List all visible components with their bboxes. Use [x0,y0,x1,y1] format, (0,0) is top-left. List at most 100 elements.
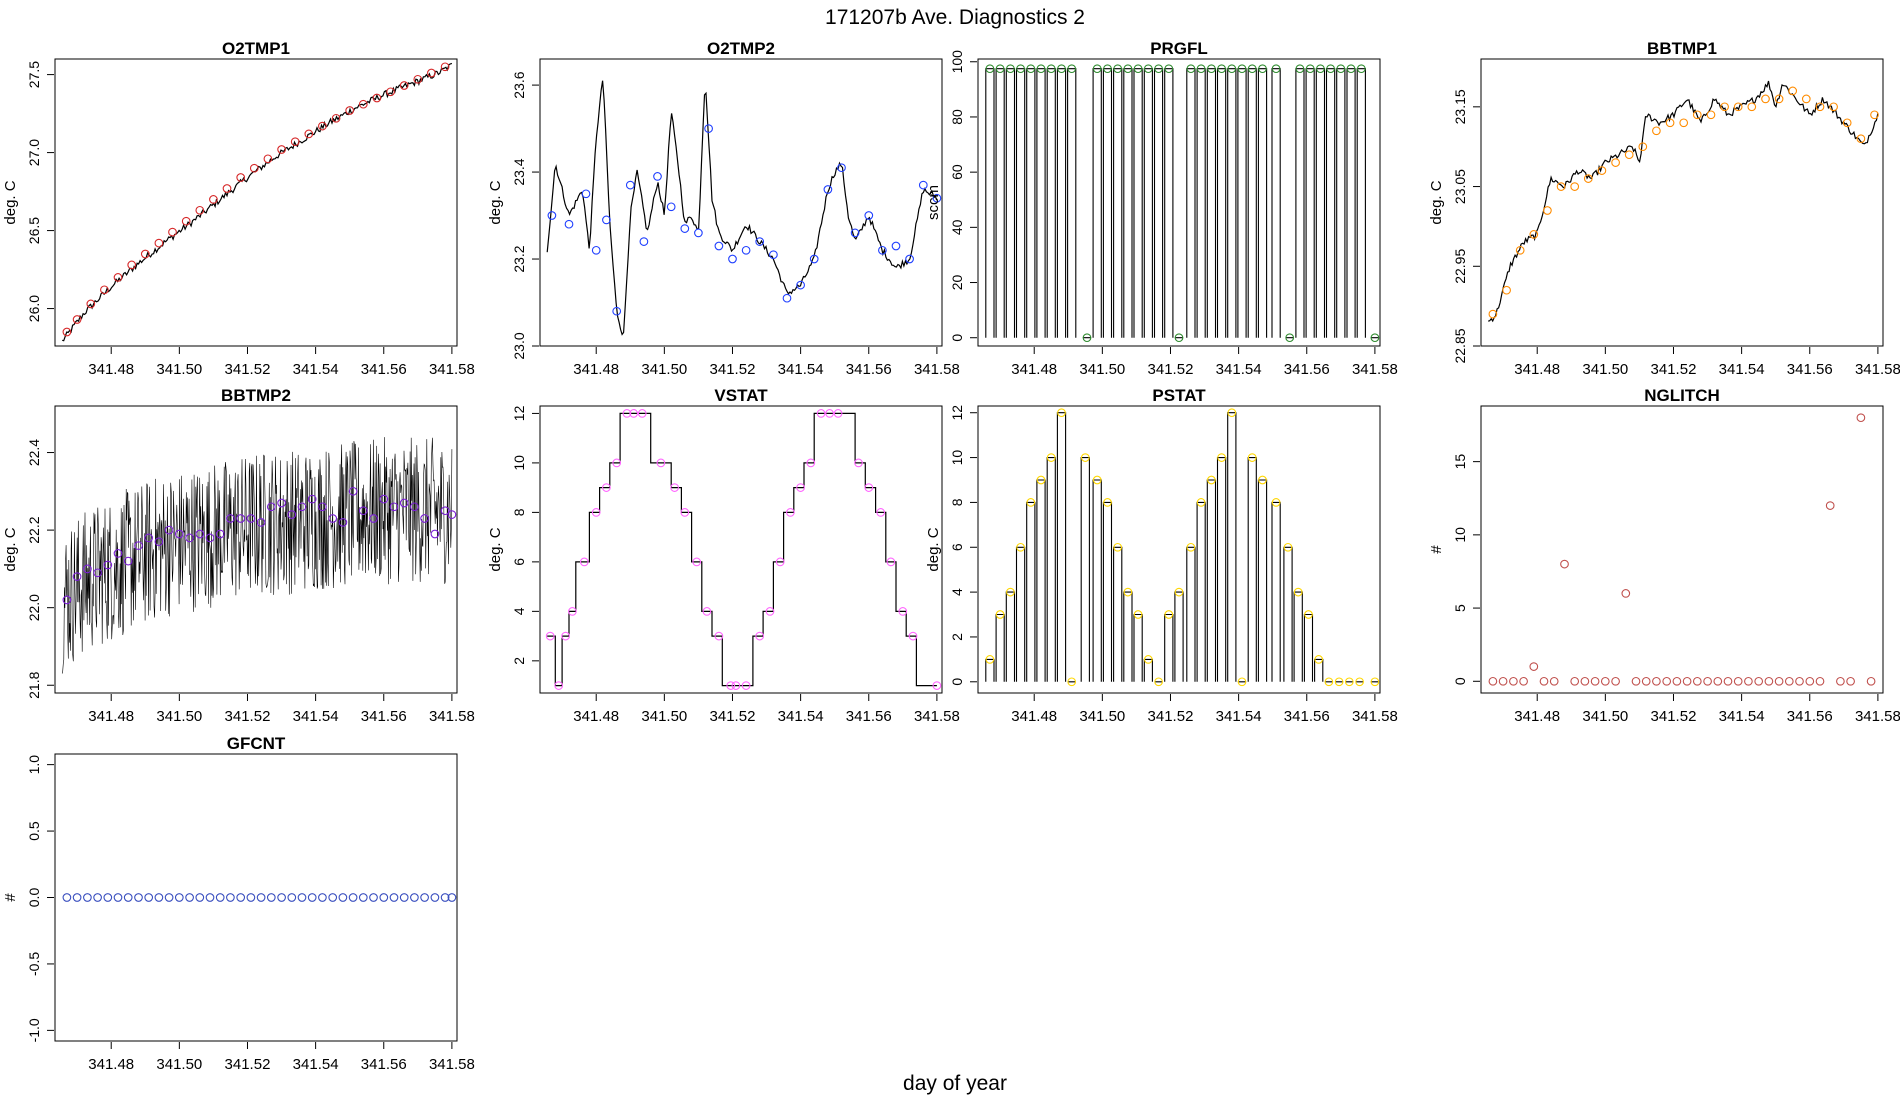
data-point [290,137,300,147]
y-tick-label: 4 [511,607,527,615]
data-point [1271,498,1281,507]
x-tick-label: 341.52 [1651,708,1697,725]
panel-title: BBTMP1 [1647,39,1717,58]
data-point [1720,102,1729,112]
data-point [1082,333,1092,343]
data-point [256,893,266,902]
x-tick-label: 341.54 [293,1056,339,1073]
data-point [93,568,102,578]
data-point [755,631,765,641]
data-point [864,483,874,492]
data-point [1672,676,1682,686]
panel-prgfl: PRGFL sccm 341.48 341.50 341.52 341.54 341.56 3… [925,39,1398,378]
data-point [579,557,589,567]
data-point [86,299,96,309]
data-point [886,557,896,567]
data-point [1143,655,1153,664]
y-axis-label: deg. C [487,180,504,224]
data-point [1652,676,1661,686]
data-point [1196,498,1206,507]
plot-frame [54,58,458,347]
panel-title: PRGFL [1150,39,1208,58]
data-point [1026,64,1036,74]
data-point [1370,677,1380,687]
data-point [786,508,795,517]
data-point [1258,475,1267,485]
data-point [1207,64,1216,74]
data-point [1186,542,1196,552]
data-point [249,163,259,173]
data-point [1295,64,1305,74]
y-axis-label: deg. C [925,527,942,571]
data-point [864,211,874,220]
data-point [246,893,256,902]
data-point [898,607,908,616]
x-tick-label: 341.58 [429,708,475,725]
x-tick-label: 341.50 [1079,361,1125,378]
data-point [1305,64,1315,74]
data-point [612,306,622,316]
data-point [1692,676,1702,686]
data-point [113,549,123,558]
data-point [1662,676,1672,686]
data-point [765,607,775,616]
y-tick-label: 22.85 [1452,328,1468,363]
data-point [1258,64,1267,74]
data-point [1006,587,1015,597]
y-tick-label: 8 [949,498,965,506]
data-point [1370,333,1380,343]
data-point [816,409,826,418]
x-tick-label: 341.48 [573,361,619,378]
data-point [985,64,995,74]
data-point [1057,408,1066,418]
data-point [1247,64,1257,74]
data-point [195,205,205,215]
data-point [328,893,338,902]
data-point [358,99,368,109]
data-point [1227,64,1237,74]
data-point [215,529,225,539]
x-tick-label: 341.48 [1514,361,1560,378]
plot-frame [54,405,458,694]
panel-pstat: PSTAT deg. C 341.48 341.50 341.52 341.54 341.5… [925,386,1398,725]
data-point [769,250,778,260]
data-point [420,514,429,523]
data-point [369,514,378,523]
data-point [1761,94,1770,104]
data-point [581,189,591,199]
y-tick-label: -0.5 [26,952,42,976]
y-tick-label: 0 [1452,677,1468,685]
data-point [1016,542,1025,552]
data-point [379,893,389,902]
data-point [181,216,191,226]
data-point [205,893,215,902]
data-point [1856,134,1866,144]
y-tick-label: 23.2 [511,245,527,272]
x-tick-label: 341.50 [156,708,202,725]
panel-title: GFCNT [227,734,286,753]
x-tick-label: 341.48 [88,361,134,378]
y-tick-label: 23.6 [511,71,527,98]
y-tick-label: 0 [949,678,965,686]
data-point [1788,86,1798,96]
data-point [995,610,1005,619]
panel-title: O2TMP1 [222,39,290,58]
panel-title: VSTAT [714,386,768,405]
data-point [1186,64,1196,74]
data-point [266,502,276,512]
data-point [670,483,679,492]
y-tick-label: 80 [949,109,965,125]
data-point [666,202,676,212]
panels-group: O2TMP1 deg. C 341.48 341.50 341.52 341.54 341.… [2,39,1900,1073]
data-point [1326,64,1335,74]
data-point [386,87,395,97]
data-point [1764,676,1774,686]
y-tick-label: 6 [949,543,965,551]
x-tick-label: 341.54 [1216,361,1262,378]
series-line [62,62,453,342]
data-point [236,173,246,182]
data-point [1556,182,1566,191]
x-tick-label: 341.56 [846,708,892,725]
data-point [1784,676,1794,686]
